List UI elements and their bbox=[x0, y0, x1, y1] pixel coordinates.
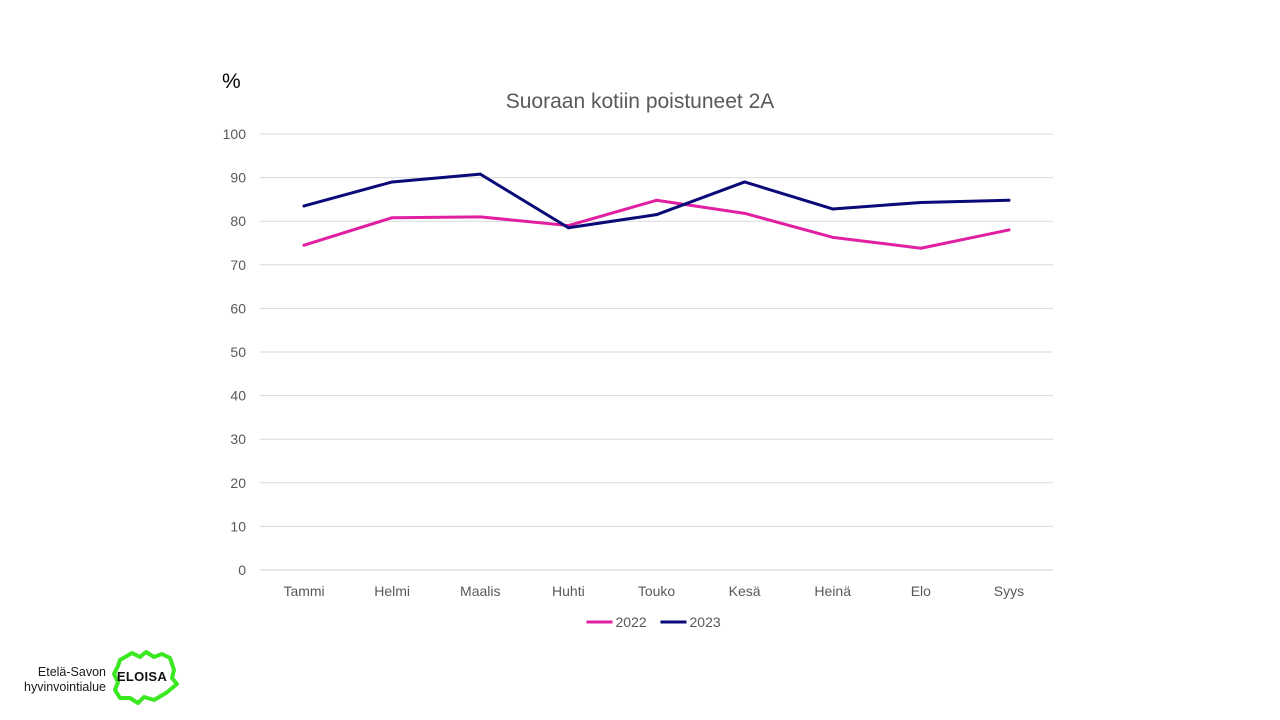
y-tick-label: 90 bbox=[230, 170, 246, 186]
y-tick-label: 60 bbox=[230, 300, 246, 316]
data-point-2022-helmi bbox=[390, 216, 394, 220]
x-tick-label-huhti: Huhti bbox=[552, 583, 585, 599]
data-point-2022-syys bbox=[1007, 228, 1011, 232]
logo-line-2: hyvinvointialue bbox=[24, 680, 106, 694]
logo-org-name: Etelä-Savon hyvinvointialue bbox=[24, 665, 106, 695]
x-tick-label-elo: Elo bbox=[911, 583, 931, 599]
y-tick-label: 70 bbox=[230, 257, 246, 273]
data-point-2022-touko bbox=[655, 198, 658, 202]
legend-label-2022: 2022 bbox=[616, 614, 647, 630]
data-point-2023-heinä bbox=[831, 207, 835, 211]
logo-wordmark: ELOISA bbox=[116, 669, 168, 684]
data-point-2022-kesä bbox=[743, 211, 747, 215]
x-tick-label-helmi: Helmi bbox=[374, 583, 410, 599]
y-tick-label: 20 bbox=[230, 475, 246, 491]
data-point-2023-helmi bbox=[390, 180, 394, 184]
data-point-2023-elo bbox=[919, 200, 923, 204]
x-tick-label-heinä: Heinä bbox=[814, 583, 851, 599]
y-tick-label: 40 bbox=[230, 388, 246, 404]
x-tick-label-kesä: Kesä bbox=[729, 583, 761, 599]
x-tick-label-tammi: Tammi bbox=[283, 583, 324, 599]
y-tick-label: 30 bbox=[230, 431, 246, 447]
x-tick-label-touko: Touko bbox=[638, 583, 676, 599]
eloisa-map-icon bbox=[112, 650, 179, 705]
data-point-2022-maalis bbox=[478, 215, 482, 219]
data-point-2022-heinä bbox=[831, 235, 835, 239]
logo-line-1: Etelä-Savon bbox=[37, 665, 106, 679]
y-tick-label: 50 bbox=[230, 344, 246, 360]
data-point-2022-tammi bbox=[302, 243, 306, 247]
y-tick-label: 10 bbox=[230, 518, 246, 534]
series-line-2022 bbox=[302, 198, 1011, 250]
chart-title: Suoraan kotiin poistuneet 2A bbox=[505, 90, 775, 113]
y-tick-label: 100 bbox=[223, 126, 247, 142]
y-tick-label: 80 bbox=[230, 213, 246, 229]
data-point-2023-syys bbox=[1007, 198, 1011, 202]
data-point-2023-kesä bbox=[743, 180, 747, 184]
data-point-2023-maalis bbox=[478, 172, 482, 176]
eloisa-logo: Etelä-Savon hyvinvointialue ELOISA bbox=[14, 648, 184, 708]
data-point-2022-elo bbox=[919, 246, 923, 250]
y-tick-label: 0 bbox=[238, 562, 246, 578]
legend-label-2023: 2023 bbox=[690, 614, 721, 630]
y-axis-unit-label: % bbox=[222, 70, 241, 93]
x-tick-label-syys: Syys bbox=[994, 583, 1024, 599]
data-point-2023-huhti bbox=[566, 226, 570, 230]
data-point-2023-tammi bbox=[302, 204, 306, 208]
x-tick-label-maalis: Maalis bbox=[460, 583, 500, 599]
data-point-2023-touko bbox=[655, 213, 658, 217]
